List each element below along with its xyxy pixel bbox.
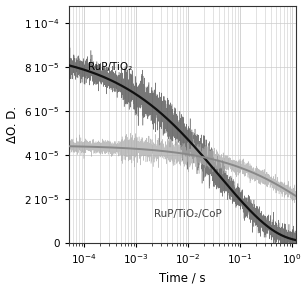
Text: RuP/TiO₂: RuP/TiO₂ [88,61,133,72]
Text: RuP/TiO₂/CoP: RuP/TiO₂/CoP [154,209,222,219]
X-axis label: Time / s: Time / s [159,271,206,284]
Y-axis label: ΔO. D.: ΔO. D. [6,106,18,143]
